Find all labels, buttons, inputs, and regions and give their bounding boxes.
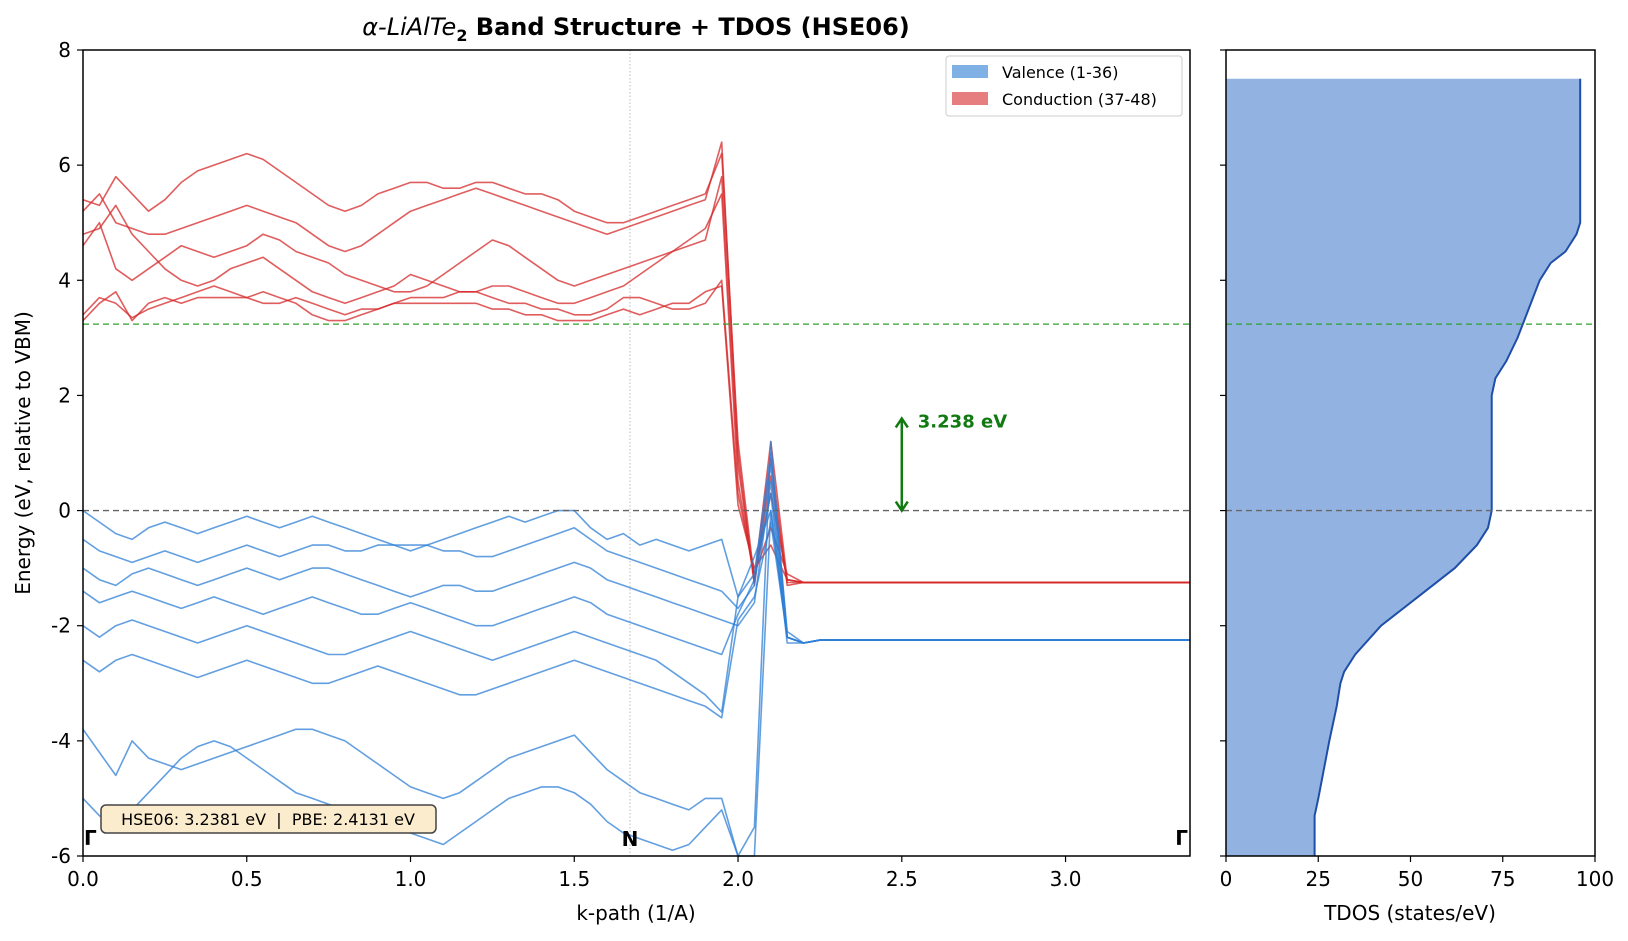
valence-band-1 [82, 463, 1190, 644]
conduction-bands [82, 141, 1190, 587]
y-tick-label-4: 2 [58, 383, 71, 407]
valence-band-3 [82, 492, 1190, 656]
tdos-x-axis-ticks: 0 25 50 75 100 [1220, 856, 1614, 891]
legend-box [945, 55, 1183, 117]
tdos-x-axis-label: TDOS (states/eV) [1323, 901, 1496, 925]
x-tick-label-2: 1.0 [395, 867, 427, 891]
band-gap-label: 3.238 eV [918, 411, 1007, 432]
conduction-band-5 [82, 152, 1190, 584]
x-tick-label-1: 0.5 [231, 867, 263, 891]
valence-band-5 [82, 521, 1190, 719]
valence-band-4 [82, 509, 1190, 713]
valence-band-7 [82, 509, 1190, 857]
legend-label-valence: Valence (1-36) [1002, 63, 1118, 82]
y-axis-ticks: -6 -4 -2 0 2 4 6 8 [51, 38, 83, 868]
x-axis-label: k-path (1/A) [576, 901, 695, 925]
y-tick-label-1: -4 [51, 729, 71, 753]
tdos-plot: 0 25 50 75 100 TDOS (states/eV) [1220, 49, 1614, 925]
x-tick-label-3: 1.5 [558, 867, 590, 891]
kpoint-label-n: N [622, 827, 639, 851]
chart-title: α-LiAlTe2 Band Structure + TDOS (HSE06) [362, 13, 910, 45]
tdos-x-tick-label-4: 100 [1576, 867, 1614, 891]
tdos-x-tick-label-1: 25 [1306, 867, 1331, 891]
kpoint-label-gamma-start: Γ [84, 826, 97, 850]
valence-band-0 [82, 452, 1190, 644]
y-tick-label-0: -6 [51, 844, 71, 868]
legend-swatch-conduction [952, 92, 988, 105]
x-tick-label-0: 0.0 [67, 867, 99, 891]
tdos-x-tick-label-0: 0 [1220, 867, 1233, 891]
valence-bands [82, 440, 1190, 857]
valence-band-6 [82, 440, 1190, 857]
tdos-x-tick-label-2: 50 [1398, 867, 1423, 891]
tdos-area [1226, 78, 1581, 857]
tdos-curve [1313, 78, 1582, 856]
tdos-x-tick-label-3: 75 [1490, 867, 1515, 891]
info-box [100, 804, 437, 834]
y-tick-label-2: -2 [51, 614, 71, 638]
x-tick-label-6: 3.0 [1050, 867, 1082, 891]
legend-label-conduction: Conduction (37-48) [1002, 90, 1157, 109]
legend-swatch-valence [952, 65, 988, 78]
band-plot-frame [82, 49, 1191, 857]
y-tick-label-7: 8 [58, 38, 71, 62]
kpoint-label-gamma-end: Γ [1175, 826, 1188, 850]
x-tick-label-4: 2.0 [722, 867, 754, 891]
conduction-band-0 [82, 285, 1190, 584]
valence-band-2 [82, 481, 1190, 644]
y-tick-label-3: 0 [58, 499, 71, 523]
conduction-band-3 [82, 175, 1190, 584]
x-tick-label-5: 2.5 [886, 867, 918, 891]
y-axis-label: Energy (eV, relative to VBM) [11, 311, 35, 595]
band-gap-arrow [894, 416, 909, 513]
x-axis-ticks: 0.0 0.5 1.0 1.5 2.0 2.5 3.0 [67, 856, 1081, 891]
legend: Valence (1-36) Conduction (37-48) [945, 55, 1183, 117]
y-tick-label-5: 4 [58, 268, 71, 292]
band-structure-plot: 3.238 eV Valence (1-36) Conduction (37-4… [11, 38, 1191, 925]
y-tick-label-6: 6 [58, 153, 71, 177]
band-plot-background [83, 50, 1190, 856]
info-box-text: HSE06: 3.2381 eV | PBE: 2.4131 eV [121, 810, 415, 829]
tdos-y-axis-ticks [1220, 49, 1226, 857]
